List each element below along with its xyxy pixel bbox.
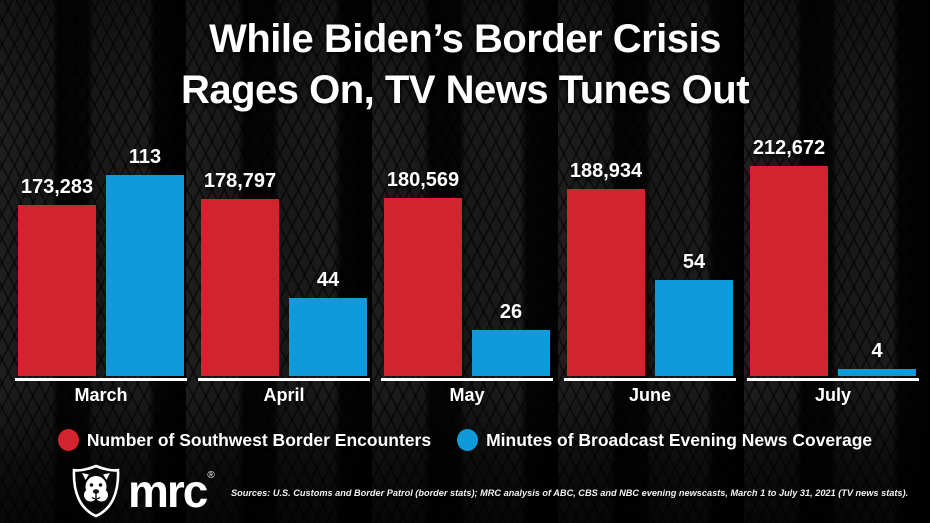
sources-text: Sources: U.S. Customs and Border Patrol …: [231, 488, 909, 498]
baseline-march: [15, 378, 187, 381]
bar-may-minutes: [472, 330, 550, 376]
bar-june-minutes: [655, 280, 733, 376]
legend-label-encounters: Number of Southwest Border Encounters: [86, 429, 432, 450]
value-label-july-encounters: 212,672: [752, 137, 826, 159]
value-label-march-encounters: 173,283: [20, 176, 94, 198]
value-label-may-encounters: 180,569: [386, 169, 460, 191]
axis-label-may: May: [449, 385, 485, 405]
mrc-logo: mrc ®: [70, 464, 215, 518]
baseline-april: [198, 378, 370, 381]
bar-june-encounters: [567, 189, 645, 376]
title-line-2: Rages On, TV News Tunes Out: [180, 68, 750, 112]
bar-march-minutes: [106, 175, 184, 376]
axis-label-april: April: [263, 385, 305, 405]
legend-item-encounters: Number of Southwest Border Encounters: [57, 429, 432, 451]
bar-april-minutes: [289, 298, 367, 376]
chart-title: While Biden’s Border Crisis Rages On, TV…: [0, 14, 930, 116]
value-label-april-minutes: 44: [316, 269, 340, 291]
legend-item-minutes: Minutes of Broadcast Evening News Covera…: [457, 429, 872, 451]
value-label-june-encounters: 188,934: [569, 160, 643, 182]
value-label-july-minutes: 4: [871, 340, 883, 362]
bar-may-encounters: [384, 198, 462, 376]
axis-label-march: March: [74, 385, 128, 405]
bar-july-encounters: [750, 166, 828, 376]
title-line-1: While Biden’s Border Crisis: [209, 17, 721, 61]
registered-trademark: ®: [207, 470, 215, 481]
blue-legend-dot-icon: [457, 429, 479, 451]
legend: Number of Southwest Border Encounters Mi…: [0, 425, 930, 455]
value-label-may-minutes: 26: [499, 301, 523, 323]
baseline-june: [564, 378, 736, 381]
value-label-april-encounters: 178,797: [203, 170, 277, 192]
bar-april-encounters: [201, 199, 279, 376]
baseline-may: [381, 378, 553, 381]
axis-label-june: June: [628, 385, 671, 405]
legend-label-minutes: Minutes of Broadcast Evening News Covera…: [486, 429, 873, 450]
bar-july-minutes: [838, 369, 916, 376]
bar-march-encounters: [18, 205, 96, 376]
baseline-july: [747, 378, 919, 381]
axis-label-july: July: [814, 385, 852, 405]
mrc-bulldog-shield-icon: [72, 464, 120, 518]
mrc-wordmark: mrc: [128, 465, 208, 517]
value-label-june-minutes: 54: [682, 251, 706, 273]
value-label-march-minutes: 113: [128, 146, 162, 168]
red-legend-dot-icon: [57, 429, 79, 451]
